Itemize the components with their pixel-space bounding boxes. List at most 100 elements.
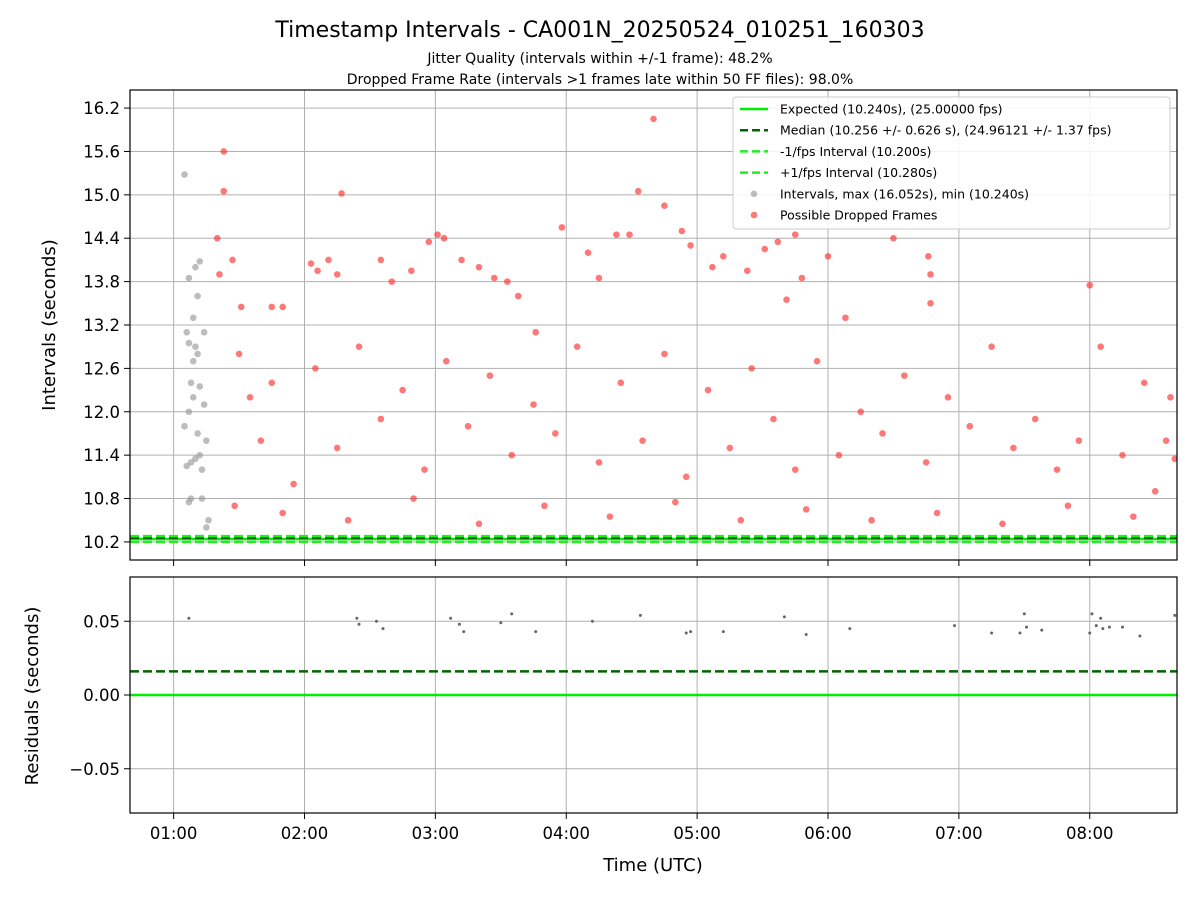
top-point-1-104 xyxy=(672,498,679,506)
top-point-1-38 xyxy=(761,245,769,253)
top-point-1-50 xyxy=(235,350,243,358)
top-point-1-96 xyxy=(1171,455,1177,463)
x-tick-label-7: 08:00 xyxy=(1066,824,1114,843)
top-point-1-110 xyxy=(1064,502,1072,510)
top-point-1-21 xyxy=(490,274,498,282)
legend-label-5: Possible Dropped Frames xyxy=(780,208,937,223)
top-point-1-44 xyxy=(842,314,849,322)
top-point-1-108 xyxy=(933,509,941,517)
top-point-1-64 xyxy=(508,451,516,459)
top-point-1-27 xyxy=(595,274,603,282)
top-point-1-15 xyxy=(408,267,415,275)
top-point-0-0 xyxy=(181,171,188,178)
top-point-1-57 xyxy=(355,343,363,350)
bottom-point-0-0 xyxy=(187,616,191,620)
legend-entry-2: -1/fps Interval (10.200s) xyxy=(740,144,931,159)
x-tick-label-1: 02:00 xyxy=(281,824,329,843)
top-point-1-11 xyxy=(333,271,341,278)
top-point-1-46 xyxy=(925,253,932,260)
top-point-1-99 xyxy=(344,516,352,524)
x-axis-label: Time (UTC) xyxy=(602,855,703,876)
top-point-1-111 xyxy=(1130,513,1137,520)
bottom-point-0-27 xyxy=(1094,624,1098,628)
chart-title: Timestamp Intervals - CA001N_20250524_01… xyxy=(274,18,924,43)
top-point-1-36 xyxy=(720,253,727,260)
top-point-1-7 xyxy=(279,303,286,311)
legend-swatch-4 xyxy=(750,190,758,198)
bottom-point-0-22 xyxy=(1022,612,1026,616)
top-point-1-84 xyxy=(944,394,952,401)
top-point-1-92 xyxy=(1119,451,1126,459)
top-point-0-20 xyxy=(200,328,208,336)
legend-entry-5: Possible Dropped Frames xyxy=(750,208,937,223)
top-point-0-21 xyxy=(200,401,208,408)
x-tick-label-5: 06:00 xyxy=(804,824,852,843)
top-point-0-29 xyxy=(194,350,201,358)
legend-box xyxy=(732,96,1171,230)
top-point-1-56 xyxy=(333,444,341,452)
top-y-tick-label-9: 15.6 xyxy=(83,142,120,161)
bottom-point-0-9 xyxy=(510,612,514,616)
top-point-1-9 xyxy=(314,267,321,275)
top-point-0-1 xyxy=(183,328,191,336)
bottom-point-0-7 xyxy=(462,630,466,634)
bottom-point-0-10 xyxy=(534,630,538,634)
bottom-point-0-4 xyxy=(381,627,385,631)
top-point-1-79 xyxy=(835,451,843,459)
top-point-1-55 xyxy=(312,365,319,372)
bottom-point-0-19 xyxy=(953,624,957,628)
top-point-1-60 xyxy=(421,466,428,473)
legend-label-4: Intervals, max (16.052s), min (10.240s) xyxy=(780,186,1029,201)
legend-entry-0: Expected (10.240s), (25.00000 fps) xyxy=(740,102,1002,117)
top-point-1-109 xyxy=(999,520,1006,528)
top-point-0-2 xyxy=(185,339,193,347)
top-y-tick-label-2: 11.4 xyxy=(83,446,120,465)
top-point-1-0 xyxy=(220,148,228,155)
bottom-point-0-21 xyxy=(1018,631,1022,635)
top-point-1-107 xyxy=(868,516,875,524)
legend-label-2: -1/fps Interval (10.200s) xyxy=(780,144,931,159)
top-point-1-93 xyxy=(1140,379,1148,387)
top-point-0-5 xyxy=(181,422,188,430)
top-y-tick-label-5: 13.2 xyxy=(83,316,120,335)
top-point-1-53 xyxy=(268,379,276,387)
top-point-0-17 xyxy=(196,451,204,459)
top-point-1-86 xyxy=(988,343,995,350)
residuals-panel: 01:00 02:00 03:00 04:00 05:00 06:00 07:00 08:00… xyxy=(69,576,1178,843)
bottom-point-0-23 xyxy=(1024,625,1028,629)
top-point-1-2 xyxy=(213,234,221,242)
legend-label-0: Expected (10.240s), (25.00000 fps) xyxy=(780,102,1002,117)
top-point-1-37 xyxy=(743,267,751,275)
top-point-1-63 xyxy=(486,372,494,379)
top-point-1-58 xyxy=(377,415,385,423)
top-point-1-16 xyxy=(425,238,433,246)
bottom-y-tick-label-1: 0.00 xyxy=(83,686,120,705)
top-point-1-69 xyxy=(617,379,625,387)
top-point-1-83 xyxy=(922,459,930,466)
top-point-1-28 xyxy=(613,231,620,238)
bottom-point-0-25 xyxy=(1088,631,1092,635)
x-tick-label-3: 04:00 xyxy=(542,824,590,843)
top-point-1-103 xyxy=(606,513,614,520)
top-point-1-77 xyxy=(791,466,799,473)
top-point-1-24 xyxy=(532,328,540,336)
top-point-1-75 xyxy=(748,365,755,372)
top-point-1-42 xyxy=(798,274,806,282)
top-point-1-45 xyxy=(890,234,897,242)
top-point-1-43 xyxy=(824,253,832,260)
bottom-point-0-31 xyxy=(1120,625,1124,629)
top-point-1-105 xyxy=(737,516,745,524)
bottom-point-0-3 xyxy=(374,619,378,623)
top-y-axis-label: Intervals (seconds) xyxy=(39,239,60,411)
top-point-1-59 xyxy=(399,386,406,394)
top-point-1-78 xyxy=(813,357,821,365)
top-point-1-100 xyxy=(410,495,417,502)
bottom-point-0-18 xyxy=(848,627,852,631)
top-point-0-15 xyxy=(189,394,197,401)
top-point-1-95 xyxy=(1167,394,1174,401)
top-point-1-62 xyxy=(464,422,472,430)
top-point-0-25 xyxy=(187,495,195,502)
top-point-0-12 xyxy=(196,258,204,265)
top-point-0-8 xyxy=(189,357,197,365)
